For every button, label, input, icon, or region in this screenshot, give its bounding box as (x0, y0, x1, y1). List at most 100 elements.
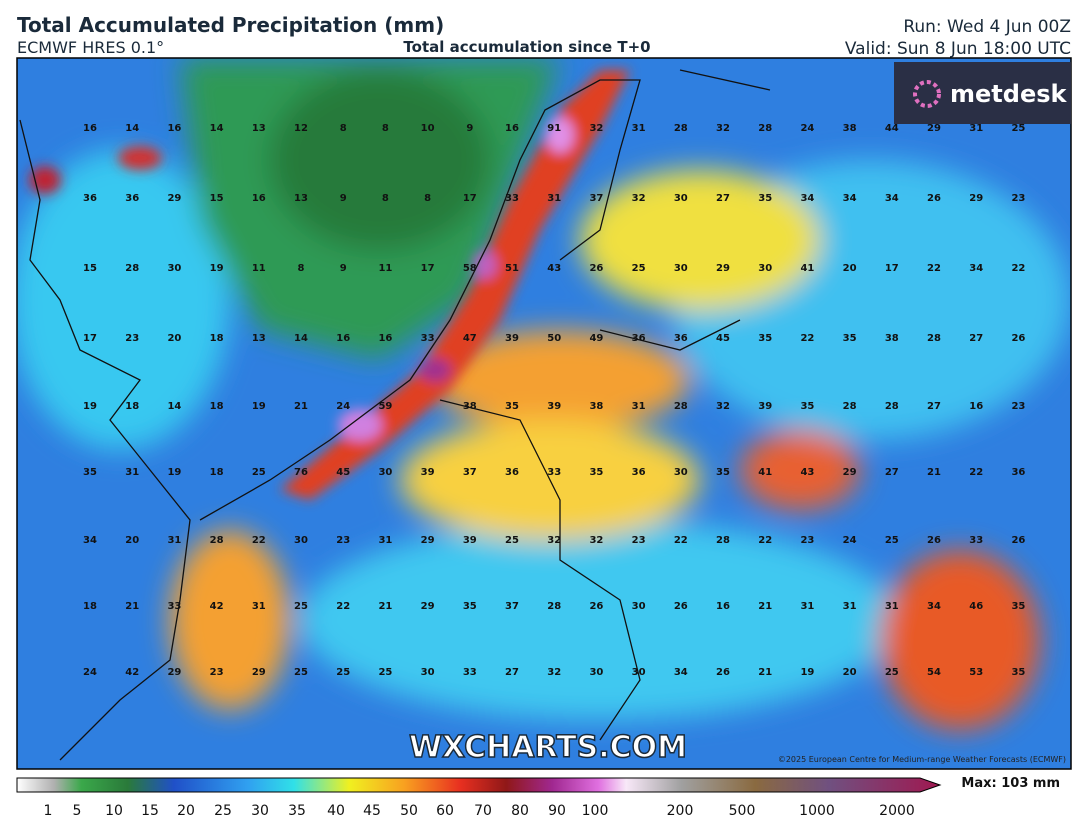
grid-value: 35 (589, 467, 603, 478)
grid-value: 27 (927, 401, 941, 412)
logo-icon (913, 80, 941, 108)
grid-value: 16 (969, 401, 983, 412)
grid-value: 17 (83, 333, 97, 344)
grid-value: 16 (716, 601, 730, 612)
colorbar-tick-label: 70 (474, 803, 492, 819)
grid-value: 43 (800, 467, 814, 478)
grid-value: 27 (969, 333, 983, 344)
grid-value: 15 (83, 263, 97, 274)
model: ECMWF HRES 0.1° (17, 38, 164, 57)
grid-value: 33 (547, 467, 561, 478)
grid-value: 26 (589, 263, 603, 274)
colorbar-tick-label: 60 (436, 803, 454, 819)
grid-value: 31 (547, 193, 561, 204)
grid-value: 22 (1011, 263, 1025, 274)
colorbar-tick-label: 15 (141, 803, 159, 819)
colorbar-tick-label: 30 (251, 803, 269, 819)
grid-value: 19 (252, 401, 266, 412)
max-label: Max: 103 mm (961, 776, 1060, 791)
grid-value: 33 (421, 333, 435, 344)
grid-value: 28 (210, 535, 224, 546)
colorbar-tick-label: 20 (177, 803, 195, 819)
grid-value: 31 (125, 467, 139, 478)
grid-value: 8 (424, 193, 431, 204)
grid-value: 35 (505, 401, 519, 412)
grid-value: 59 (378, 401, 392, 412)
grid-value: 35 (1011, 667, 1025, 678)
grid-value: 11 (252, 263, 266, 274)
grid-value: 28 (843, 401, 857, 412)
grid-value: 29 (716, 263, 730, 274)
grid-value: 17 (421, 263, 435, 274)
colorbar-tick-label: 90 (548, 803, 566, 819)
grid-values: 16 14 16 14 13 12 8 8 10 9 16 91 32 31 28 32 28 24 38 44 29 3… (83, 123, 1025, 678)
grid-value: 32 (589, 123, 603, 134)
grid-value: 35 (463, 601, 477, 612)
grid-value: 54 (927, 667, 941, 678)
grid-value: 30 (674, 193, 688, 204)
grid-value: 53 (969, 667, 983, 678)
grid-value: 30 (294, 535, 308, 546)
grid-value: 36 (125, 193, 139, 204)
grid-value: 9 (340, 193, 347, 204)
grid-value: 38 (463, 401, 477, 412)
grid-value: 35 (758, 333, 772, 344)
colorbar-tick-label: 10 (105, 803, 123, 819)
grid-value: 23 (632, 535, 646, 546)
grid-value: 28 (674, 401, 688, 412)
grid-value: 17 (463, 193, 477, 204)
grid-value: 16 (83, 123, 97, 134)
grid-value: 29 (252, 667, 266, 678)
grid-value: 24 (83, 667, 97, 678)
grid-value: 18 (83, 601, 97, 612)
grid-value: 29 (969, 193, 983, 204)
grid-value: 16 (252, 193, 266, 204)
grid-value: 49 (589, 333, 603, 344)
grid-value: 14 (294, 333, 308, 344)
grid-value: 45 (336, 467, 350, 478)
grid-value: 25 (336, 667, 350, 678)
grid-value: 28 (927, 333, 941, 344)
grid-value: 38 (885, 333, 899, 344)
grid-value: 30 (674, 263, 688, 274)
watermark: WXCHARTS.COM (409, 730, 687, 765)
grid-value: 16 (505, 123, 519, 134)
grid-value: 38 (843, 123, 857, 134)
grid-value: 21 (378, 601, 392, 612)
grid-value: 36 (674, 333, 688, 344)
grid-value: 32 (632, 193, 646, 204)
grid-value: 37 (505, 601, 519, 612)
grid-value: 13 (252, 123, 266, 134)
grid-value: 34 (674, 667, 688, 678)
run: Run: Wed 4 Jun 00Z (903, 17, 1071, 37)
title: Total Accumulated Precipitation (mm) (17, 13, 444, 37)
grid-value: 23 (1011, 401, 1025, 412)
grid-value: 28 (758, 123, 772, 134)
grid-value: 22 (674, 535, 688, 546)
grid-value: 31 (632, 123, 646, 134)
grid-value: 26 (674, 601, 688, 612)
grid-value: 31 (885, 601, 899, 612)
grid-value: 24 (800, 123, 814, 134)
grid-value: 44 (885, 123, 899, 134)
grid-value: 47 (463, 333, 477, 344)
grid-value: 24 (843, 535, 857, 546)
grid-value: 21 (294, 401, 308, 412)
grid-value: 22 (336, 601, 350, 612)
grid-value: 39 (758, 401, 772, 412)
grid-value: 20 (843, 667, 857, 678)
logo-text: metdesk (950, 80, 1068, 108)
grid-value: 19 (800, 667, 814, 678)
grid-value: 31 (378, 535, 392, 546)
grid-value: 31 (167, 535, 181, 546)
grid-value: 19 (167, 467, 181, 478)
grid-value: 31 (252, 601, 266, 612)
grid-value: 32 (547, 535, 561, 546)
grid-value: 10 (421, 123, 435, 134)
grid-value: 21 (758, 667, 772, 678)
grid-value: 30 (378, 467, 392, 478)
grid-value: 19 (83, 401, 97, 412)
grid-value: 35 (800, 401, 814, 412)
grid-value: 21 (758, 601, 772, 612)
grid-value: 13 (294, 193, 308, 204)
